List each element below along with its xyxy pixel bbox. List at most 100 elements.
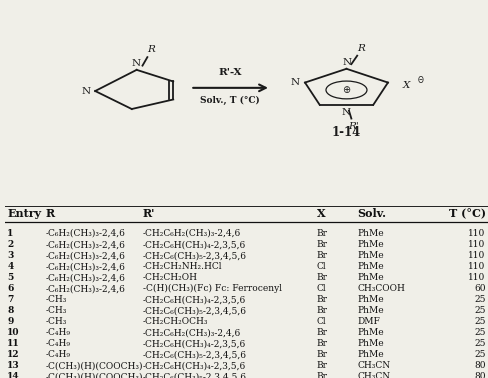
Text: 12: 12 — [7, 350, 20, 359]
Text: 110: 110 — [468, 229, 486, 238]
Text: 3: 3 — [7, 251, 14, 260]
Text: PhMe: PhMe — [358, 350, 384, 359]
Text: -CH₂C₆(CH₃)₅-2,3,4,5,6: -CH₂C₆(CH₃)₅-2,3,4,5,6 — [142, 251, 246, 260]
Text: -C(CH₃)(H)(COOCH₃): -C(CH₃)(H)(COOCH₃) — [46, 372, 143, 378]
Text: 25: 25 — [474, 295, 486, 304]
Text: PhMe: PhMe — [358, 251, 384, 260]
Text: Entry: Entry — [7, 208, 41, 219]
Text: -CH₃: -CH₃ — [46, 306, 67, 315]
Text: R: R — [46, 208, 55, 219]
Text: 4: 4 — [7, 262, 14, 271]
Text: 60: 60 — [474, 284, 486, 293]
Text: -CH₂C₆(CH₃)₅-2,3,4,5,6: -CH₂C₆(CH₃)₅-2,3,4,5,6 — [142, 350, 246, 359]
Text: X: X — [403, 81, 410, 90]
Text: R: R — [357, 44, 365, 53]
Text: -C₄H₉: -C₄H₉ — [46, 350, 71, 359]
Text: PhMe: PhMe — [358, 295, 384, 304]
Text: 110: 110 — [468, 262, 486, 271]
Text: 110: 110 — [468, 251, 486, 260]
Text: Cl: Cl — [317, 284, 326, 293]
Text: Br: Br — [317, 350, 327, 359]
Text: 25: 25 — [474, 317, 486, 326]
Text: -CH₂CH₂OCH₃: -CH₂CH₂OCH₃ — [142, 317, 208, 326]
Text: N: N — [343, 58, 352, 67]
Text: R': R' — [348, 122, 359, 131]
Text: -C₆H₂(CH₃)₃-2,4,6: -C₆H₂(CH₃)₃-2,4,6 — [46, 262, 126, 271]
Text: 1-14: 1-14 — [332, 126, 361, 139]
Text: -CH₃: -CH₃ — [46, 295, 67, 304]
Text: R'-X: R'-X — [219, 68, 242, 77]
Text: 25: 25 — [474, 350, 486, 359]
Text: 2: 2 — [7, 240, 14, 249]
Text: Br: Br — [317, 240, 327, 249]
Text: Br: Br — [317, 372, 327, 378]
Text: 11: 11 — [7, 339, 20, 348]
Text: -CH₂C₆H(CH₃)₄-2,3,5,6: -CH₂C₆H(CH₃)₄-2,3,5,6 — [142, 361, 246, 370]
Text: 80: 80 — [474, 361, 486, 370]
Text: PhMe: PhMe — [358, 229, 384, 238]
Text: 7: 7 — [7, 295, 14, 304]
Text: CH₃COOH: CH₃COOH — [358, 284, 406, 293]
Text: Br: Br — [317, 229, 327, 238]
Text: Br: Br — [317, 251, 327, 260]
Text: PhMe: PhMe — [358, 328, 384, 337]
Text: -C₆H₂(CH₃)₃-2,4,6: -C₆H₂(CH₃)₃-2,4,6 — [46, 240, 126, 249]
Text: T (°C): T (°C) — [448, 208, 486, 219]
Text: CH₃CN: CH₃CN — [358, 372, 391, 378]
Text: -C₆H₂(CH₃)₃-2,4,6: -C₆H₂(CH₃)₃-2,4,6 — [46, 229, 126, 238]
Text: CH₃CN: CH₃CN — [358, 361, 391, 370]
Text: 25: 25 — [474, 339, 486, 348]
Text: -C₄H₉: -C₄H₉ — [46, 339, 71, 348]
Text: 25: 25 — [474, 306, 486, 315]
Text: ⊕: ⊕ — [343, 85, 350, 95]
Text: 10: 10 — [7, 328, 20, 337]
Text: R: R — [147, 45, 155, 54]
Text: -C₆H₂(CH₃)₃-2,4,6: -C₆H₂(CH₃)₃-2,4,6 — [46, 284, 126, 293]
Text: 5: 5 — [7, 273, 14, 282]
Text: Br: Br — [317, 361, 327, 370]
Text: PhMe: PhMe — [358, 273, 384, 282]
Text: 110: 110 — [468, 240, 486, 249]
Text: R': R' — [142, 208, 155, 219]
Text: Cl: Cl — [317, 262, 326, 271]
Text: -CH₂C₆(CH₃)₅-2,3,4,5,6: -CH₂C₆(CH₃)₅-2,3,4,5,6 — [142, 306, 246, 315]
Text: 110: 110 — [468, 273, 486, 282]
Text: -C₆H₂(CH₃)₃-2,4,6: -C₆H₂(CH₃)₃-2,4,6 — [46, 273, 126, 282]
Text: 25: 25 — [474, 328, 486, 337]
Text: -CH₂C₆H(CH₃)₄-2,3,5,6: -CH₂C₆H(CH₃)₄-2,3,5,6 — [142, 240, 246, 249]
Text: DMF: DMF — [358, 317, 381, 326]
Text: 13: 13 — [7, 361, 20, 370]
Text: -CH₂CH₂OH: -CH₂CH₂OH — [142, 273, 198, 282]
Text: N: N — [290, 78, 299, 87]
Text: -CH₂CH₂NH₂.HCl: -CH₂CH₂NH₂.HCl — [142, 262, 222, 271]
Text: Cl: Cl — [317, 317, 326, 326]
Text: -CH₂C₆H₂(CH₃)₃-2,4,6: -CH₂C₆H₂(CH₃)₃-2,4,6 — [142, 229, 241, 238]
Text: Br: Br — [317, 328, 327, 337]
Text: 1: 1 — [7, 229, 14, 238]
Text: 80: 80 — [474, 372, 486, 378]
Text: Br: Br — [317, 339, 327, 348]
Text: -CH₂C₆H(CH₃)₄-2,3,5,6: -CH₂C₆H(CH₃)₄-2,3,5,6 — [142, 339, 246, 348]
Text: Br: Br — [317, 295, 327, 304]
Text: -CH₂C₆H₂(CH₃)₃-2,4,6: -CH₂C₆H₂(CH₃)₃-2,4,6 — [142, 328, 241, 337]
Text: Θ: Θ — [417, 76, 423, 85]
Text: Solv.: Solv. — [358, 208, 386, 219]
Text: 9: 9 — [7, 317, 14, 326]
Text: PhMe: PhMe — [358, 306, 384, 315]
Text: N: N — [342, 108, 351, 117]
Text: 6: 6 — [7, 284, 14, 293]
Text: 8: 8 — [7, 306, 14, 315]
Text: -C(CH₃)(H)(COOCH₃): -C(CH₃)(H)(COOCH₃) — [46, 361, 143, 370]
Text: N: N — [131, 59, 140, 68]
Text: -CH₂C₆H(CH₃)₄-2,3,5,6: -CH₂C₆H(CH₃)₄-2,3,5,6 — [142, 295, 246, 304]
Text: PhMe: PhMe — [358, 240, 384, 249]
Text: -C₄H₉: -C₄H₉ — [46, 328, 71, 337]
Text: PhMe: PhMe — [358, 339, 384, 348]
Text: Br: Br — [317, 273, 327, 282]
Text: 14: 14 — [7, 372, 20, 378]
Text: X: X — [317, 208, 325, 219]
Text: -C₆H₂(CH₃)₃-2,4,6: -C₆H₂(CH₃)₃-2,4,6 — [46, 251, 126, 260]
Text: -C(H)(CH₃)(Fc) Fc: Ferrocenyl: -C(H)(CH₃)(Fc) Fc: Ferrocenyl — [142, 284, 282, 293]
Text: PhMe: PhMe — [358, 262, 384, 271]
Text: -CH₂C₆(CH₃)₅-2,3,4,5,6: -CH₂C₆(CH₃)₅-2,3,4,5,6 — [142, 372, 246, 378]
